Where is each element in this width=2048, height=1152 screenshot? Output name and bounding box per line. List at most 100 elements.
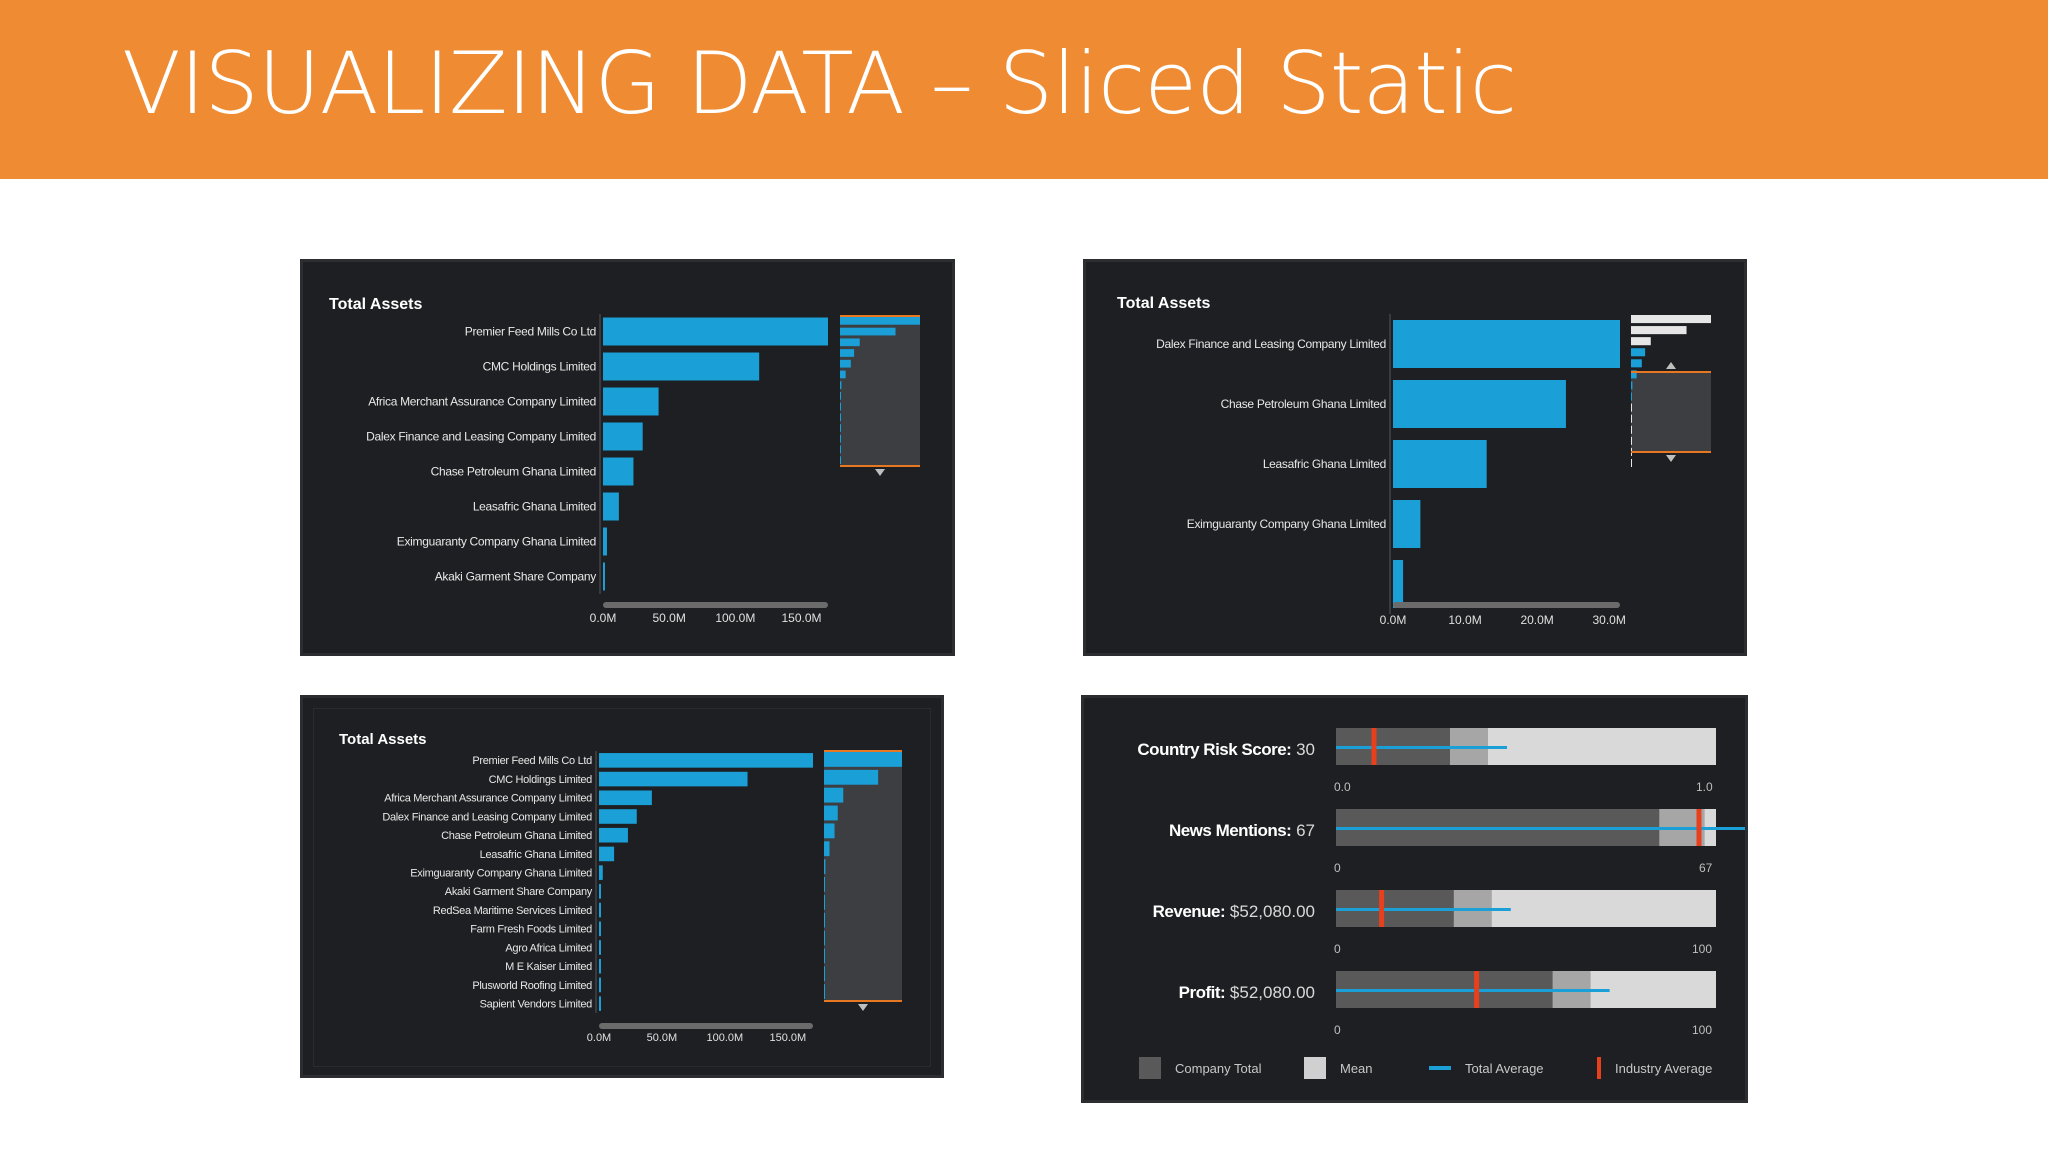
horizontal-scrollbar[interactable]: [603, 602, 828, 608]
overview-bar: [824, 823, 835, 839]
total-assets-chart-expanded[interactable]: Total Assets Premier Feed Mills Co Ltd CM…: [300, 695, 944, 1078]
slide-header: VISUALIZING DATA – Sliced Static: [0, 0, 2048, 179]
overview-bar: [824, 877, 825, 892]
slicer-up-arrow[interactable]: [1666, 362, 1676, 369]
overview-bar: [840, 392, 841, 400]
bar[interactable]: [599, 884, 601, 899]
bar[interactable]: [603, 387, 659, 416]
overview-bar: [1631, 436, 1632, 445]
bar[interactable]: [599, 846, 615, 862]
bar[interactable]: [1393, 500, 1421, 548]
x-tick-label: 100.0M: [707, 1032, 744, 1044]
category-label: Leasafric Ghana Limited: [480, 849, 593, 861]
overview-bar: [1631, 414, 1632, 423]
bar[interactable]: [599, 771, 748, 787]
bar[interactable]: [599, 809, 637, 824]
bullet-label-risk: Country Risk Score: 30: [1137, 740, 1315, 759]
overview-bar: [1631, 392, 1632, 401]
bullet-legend: Company Total Mean Total Average Industr…: [1139, 1056, 1729, 1080]
category-label: Africa Merchant Assurance Company Limite…: [368, 395, 596, 409]
slicer-down-arrow[interactable]: [875, 469, 885, 476]
bar[interactable]: [599, 958, 601, 974]
overview-bar: [1631, 337, 1651, 346]
bar[interactable]: [599, 827, 628, 843]
bar[interactable]: [1393, 560, 1404, 608]
total-assets-chart-full[interactable]: Total Assets Premier Feed Mills Co Ltd CM…: [300, 259, 955, 656]
bar[interactable]: [599, 996, 601, 1011]
x-tick-label: 50.0M: [647, 1032, 678, 1044]
horizontal-scrollbar[interactable]: [599, 1023, 813, 1029]
axis-min: 0: [1334, 942, 1341, 956]
bar[interactable]: [603, 527, 607, 556]
x-tick-label: 30.0M: [1593, 613, 1626, 627]
category-label: Eximguaranty Company Ghana Limited: [397, 535, 596, 549]
bar[interactable]: [599, 921, 601, 937]
x-tick-label: 100.0M: [715, 611, 755, 625]
category-label: Dalex Finance and Leasing Company Limite…: [1156, 337, 1386, 351]
bar[interactable]: [599, 753, 813, 768]
chart-title: Total Assets: [1117, 295, 1210, 312]
overview-bar: [840, 413, 841, 422]
bar[interactable]: [603, 352, 760, 381]
bar[interactable]: [603, 457, 634, 486]
bar[interactable]: [599, 977, 601, 993]
x-tick-label: 20.0M: [1520, 613, 1553, 627]
bar[interactable]: [603, 317, 828, 346]
category-label: Premier Feed Mills Co Ltd: [472, 755, 592, 767]
overview-bar: [824, 805, 838, 821]
x-tick-label: 0.0M: [590, 611, 617, 625]
bullet-industry-average-marker: [1379, 890, 1385, 927]
category-label: CMC Holdings Limited: [489, 774, 593, 786]
overview-bar: [824, 769, 879, 785]
category-label: Sapient Vendors Limited: [480, 998, 593, 1010]
total-assets-chart-zoomed[interactable]: Total Assets Dalex Finance and Leasing C…: [1083, 259, 1747, 656]
axis-min: 0: [1334, 861, 1341, 875]
overview-bar: [1631, 370, 1637, 379]
category-label: Premier Feed Mills Co Ltd: [465, 325, 596, 339]
overview-bar: [824, 841, 830, 857]
bar[interactable]: [1393, 380, 1566, 428]
bullet-label-profit: Profit: $52,080.00: [1178, 983, 1315, 1002]
overview-bar: [840, 381, 842, 389]
category-label: Chase Petroleum Ghana Limited: [441, 830, 592, 842]
overview-bar: [824, 752, 902, 767]
slicer-down-arrow[interactable]: [858, 1004, 868, 1011]
axis-min: 0.0: [1334, 780, 1351, 794]
overview-bar: [840, 338, 860, 347]
horizontal-scrollbar[interactable]: [1393, 602, 1620, 608]
overview-bar: [1631, 315, 1711, 324]
overview-bar: [824, 930, 825, 946]
category-label: RedSea Maritime Services Limited: [433, 905, 592, 917]
chart-frame: [313, 708, 931, 1067]
overview-bar: [840, 434, 841, 443]
bar[interactable]: [603, 562, 605, 591]
bar[interactable]: [599, 790, 652, 806]
x-tick-label: 10.0M: [1448, 613, 1481, 627]
overview-bar: [1631, 348, 1646, 357]
company-total-swatch: [1139, 1057, 1161, 1079]
category-label: Dalex Finance and Leasing Company Limite…: [366, 430, 596, 444]
category-label: Plusworld Roofing Limited: [472, 980, 592, 992]
axis-max: 1.0: [1696, 780, 1713, 794]
bullet-industry-average-marker: [1371, 728, 1377, 765]
x-tick-label: 50.0M: [652, 611, 685, 625]
legend-mean: Mean: [1304, 1056, 1373, 1080]
bar[interactable]: [599, 902, 601, 918]
axis-max: 100: [1692, 1023, 1713, 1037]
category-label: Leasafric Ghana Limited: [473, 500, 596, 514]
bullet-industry-average-marker: [1696, 809, 1702, 846]
bar[interactable]: [603, 422, 643, 451]
bar[interactable]: [1393, 320, 1620, 368]
bar-chart-svg: Total Assets Dalex Finance and Leasing C…: [1117, 295, 1711, 627]
bar[interactable]: [1393, 440, 1487, 488]
slicer-window[interactable]: [1631, 372, 1711, 452]
bar[interactable]: [599, 940, 601, 955]
axis-max: 67: [1699, 861, 1713, 875]
bar[interactable]: [603, 492, 619, 521]
category-label: M E Kaiser Limited: [505, 961, 592, 973]
slicer-down-arrow[interactable]: [1666, 455, 1676, 462]
overview-bar: [824, 966, 825, 982]
bar-chart-svg: Total Assets Premier Feed Mills Co Ltd CM…: [339, 731, 902, 1044]
bar[interactable]: [599, 865, 603, 880]
bullet-label-news: News Mentions: 67: [1168, 821, 1315, 840]
